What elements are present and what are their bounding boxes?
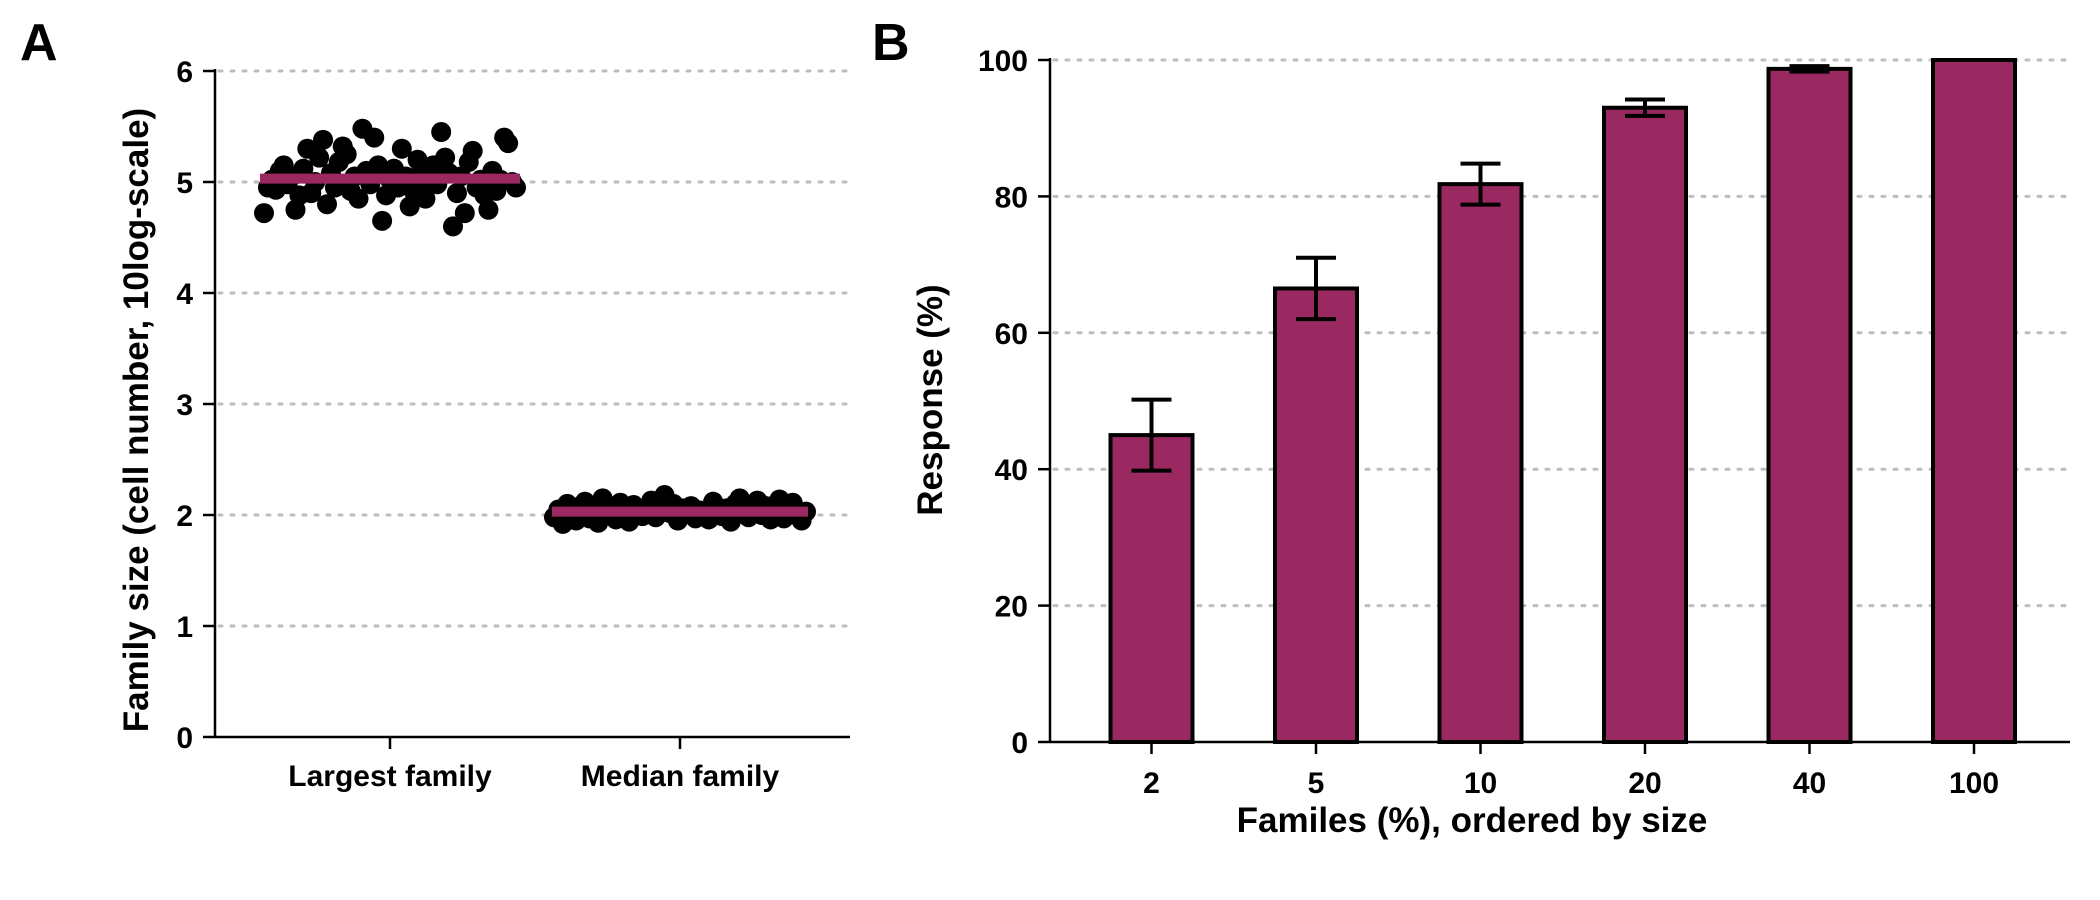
y-tick-label: 5 bbox=[176, 167, 193, 200]
y-tick-label: 2 bbox=[176, 500, 193, 533]
data-point bbox=[368, 155, 389, 176]
y-tick-label: 4 bbox=[176, 278, 193, 311]
y-tick-label: 80 bbox=[995, 181, 1028, 214]
data-point bbox=[313, 129, 334, 150]
panel-b-letter: B bbox=[872, 14, 910, 72]
data-point bbox=[372, 210, 393, 231]
panel-b-y-ticks: 0 20 40 60 80 100 bbox=[978, 45, 1050, 760]
panel-b-gridlines bbox=[1052, 58, 2072, 608]
y-tick-label: 0 bbox=[1011, 727, 1028, 760]
panel-a-x-ticks: Largest family Median family bbox=[288, 737, 780, 793]
data-point bbox=[478, 199, 499, 220]
data-point bbox=[348, 188, 369, 209]
x-tick-label: 5 bbox=[1308, 767, 1325, 800]
panel-a-y-axis-title: Family size (cell number, 10log-scale) bbox=[117, 108, 156, 732]
panel-b-axes bbox=[1048, 58, 2070, 744]
x-tick-label: 40 bbox=[1793, 767, 1826, 800]
data-point bbox=[498, 133, 519, 154]
panel-b-bars bbox=[1108, 58, 2017, 745]
data-point bbox=[399, 196, 420, 217]
panel-a-mean-lines bbox=[260, 173, 808, 517]
panel-b-error-bars bbox=[1131, 64, 1830, 473]
x-tick-label: 20 bbox=[1628, 767, 1661, 800]
data-point bbox=[336, 144, 357, 165]
data-point bbox=[435, 147, 456, 168]
data-point bbox=[254, 203, 274, 224]
bar bbox=[1108, 433, 1195, 744]
bar bbox=[1766, 66, 1853, 744]
data-point bbox=[443, 216, 463, 237]
y-tick-label: 6 bbox=[176, 56, 193, 89]
y-tick-label: 0 bbox=[176, 722, 193, 755]
x-tick-label: 10 bbox=[1464, 767, 1497, 800]
data-point bbox=[431, 122, 452, 143]
panel-b-x-axis-title: Familes (%), ordered by size bbox=[1237, 801, 1708, 840]
data-point bbox=[446, 183, 467, 204]
panel-b-x-ticks: 2 5 10 20 40 100 bbox=[1143, 742, 1999, 800]
data-point bbox=[391, 138, 412, 159]
bar bbox=[1437, 182, 1524, 744]
y-tick-label: 100 bbox=[978, 45, 1028, 78]
bar bbox=[1602, 105, 1688, 745]
x-tick-label: Largest family bbox=[288, 760, 492, 793]
panel-a-gridlines bbox=[217, 69, 852, 628]
panel-a-letter: A bbox=[20, 14, 58, 72]
panel-b: B 0 20 40 60 80 100 2 5 10 20 40 100 Familes (%), … bbox=[872, 14, 2072, 840]
y-tick-label: 20 bbox=[995, 591, 1028, 624]
data-point bbox=[454, 203, 475, 224]
data-point bbox=[317, 194, 337, 215]
bar bbox=[1273, 286, 1359, 744]
y-tick-label: 3 bbox=[176, 389, 193, 422]
data-point bbox=[462, 140, 483, 161]
panel-a-y-ticks: 0 1 2 3 4 5 6 bbox=[176, 56, 215, 755]
y-tick-label: 60 bbox=[995, 318, 1028, 351]
x-tick-label: Median family bbox=[581, 760, 780, 793]
y-tick-label: 40 bbox=[995, 454, 1028, 487]
y-tick-label: 1 bbox=[176, 611, 193, 644]
data-point bbox=[364, 127, 385, 148]
data-point bbox=[415, 188, 436, 209]
bar bbox=[1931, 58, 2017, 744]
data-point bbox=[309, 147, 330, 168]
x-tick-label: 100 bbox=[1949, 767, 1999, 800]
x-tick-label: 2 bbox=[1143, 767, 1160, 800]
panel-a: A 0 1 2 3 4 5 6 Largest family Median family Fa… bbox=[20, 14, 852, 793]
panel-b-y-axis-title: Response (%) bbox=[911, 284, 950, 515]
